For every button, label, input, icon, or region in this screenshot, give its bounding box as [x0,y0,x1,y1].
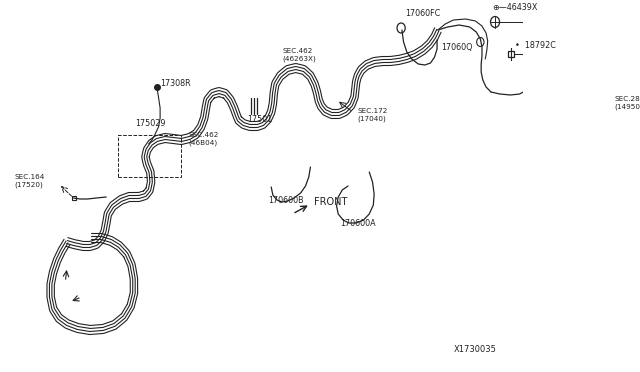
Text: 170600B: 170600B [268,196,303,205]
Text: (17520): (17520) [15,182,44,188]
Text: 170600A: 170600A [340,219,376,228]
Text: SEC.462: SEC.462 [283,48,313,54]
Text: FRONT: FRONT [314,197,347,207]
Text: •  18792C: • 18792C [515,41,556,50]
Text: (46B04): (46B04) [189,140,218,146]
Text: 17060Q: 17060Q [441,43,472,52]
Text: (17040): (17040) [358,115,387,122]
Bar [118,135,181,177]
Text: X1730035: X1730035 [454,345,497,354]
Bar [585,32,634,84]
Text: 17308R: 17308R [160,79,191,88]
Text: SEC.164: SEC.164 [15,174,45,180]
Text: SEC.172: SEC.172 [358,108,388,114]
Text: 17060FC: 17060FC [405,9,440,18]
Text: SEC.283: SEC.283 [614,96,640,102]
Text: ⊕—46439X: ⊕—46439X [492,3,537,12]
Text: (14950): (14950) [614,103,640,110]
Text: SEC.462: SEC.462 [189,132,219,138]
Text: (46263X): (46263X) [283,55,316,62]
Text: 175029: 175029 [135,119,165,128]
Text: 17501: 17501 [246,115,272,124]
